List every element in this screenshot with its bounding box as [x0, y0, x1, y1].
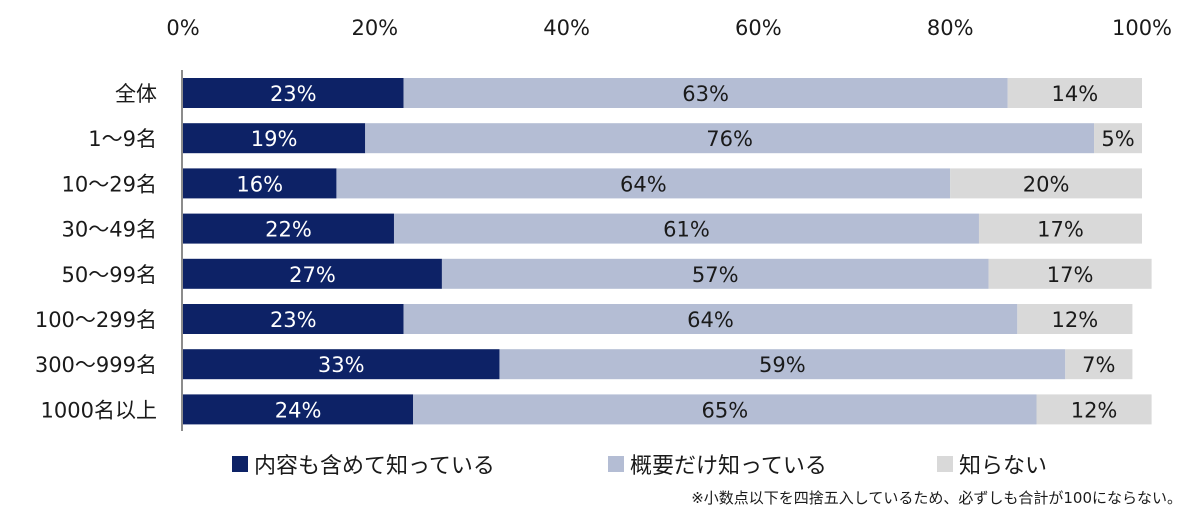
- bar-segment: [950, 168, 1142, 199]
- data-label: 17%: [1037, 218, 1084, 242]
- legend-swatch-know-overview: [608, 456, 624, 472]
- bar-segment: [499, 349, 1066, 380]
- bar-segment: [183, 123, 366, 154]
- bar-segment: [393, 213, 979, 244]
- category-label: 10～29名: [62, 172, 157, 196]
- data-label: 64%: [687, 308, 734, 332]
- footnote: ※小数点以下を四捨五入しているため、必ずしも合計が100にならない。: [691, 489, 1182, 507]
- data-label: 17%: [1047, 263, 1094, 287]
- bar-segment: [183, 213, 394, 244]
- data-label: 7%: [1082, 353, 1115, 377]
- category-label: 全体: [115, 82, 157, 106]
- bar-segment: [183, 258, 442, 289]
- category-label: 1～9名: [88, 127, 157, 151]
- x-tick-label: 60%: [735, 16, 782, 40]
- bar-segment: [1017, 304, 1133, 334]
- data-label: 12%: [1071, 398, 1118, 422]
- bar-segment: [365, 123, 1095, 154]
- category-label: 50～99名: [62, 263, 157, 287]
- bar-segment: [183, 349, 500, 380]
- bar-segment: [403, 304, 1018, 334]
- data-label: 24%: [275, 398, 322, 422]
- data-label: 57%: [692, 263, 739, 287]
- data-label: 12%: [1052, 308, 1099, 332]
- data-label: 16%: [236, 172, 283, 196]
- data-label: 27%: [289, 263, 336, 287]
- data-label: 20%: [1023, 172, 1070, 196]
- bar-segment: [183, 168, 337, 199]
- data-label: 33%: [318, 353, 365, 377]
- data-label: 64%: [620, 172, 667, 196]
- x-tick-label: 80%: [927, 16, 974, 40]
- category-label: 300～999名: [35, 353, 157, 377]
- x-tick-label: 20%: [351, 16, 398, 40]
- legend-item-know-overview: 概要だけ知っている: [608, 448, 827, 480]
- category-label: 30～49名: [62, 218, 157, 242]
- legend-item-dont-know: 知らない: [937, 448, 1047, 480]
- category-label: 1000名以上: [41, 398, 157, 422]
- data-label: 23%: [270, 308, 317, 332]
- bar-segment: [183, 394, 414, 425]
- data-label: 14%: [1052, 82, 1099, 106]
- bar-segment: [183, 304, 404, 334]
- x-tick-label: 100%: [1112, 16, 1172, 40]
- category-label: 100～299名: [35, 308, 157, 332]
- bar-segment: [403, 78, 1008, 108]
- x-tick-label: 0%: [166, 16, 199, 40]
- legend-swatch-know-content: [232, 456, 248, 472]
- data-label: 63%: [682, 82, 729, 106]
- legend-label-know-overview: 概要だけ知っている: [630, 454, 827, 479]
- legend-label-dont-know: 知らない: [959, 454, 1048, 479]
- bar-segment: [978, 213, 1142, 244]
- data-label: 23%: [270, 82, 317, 106]
- legend-label-know-content: 内容も含めて知っている: [254, 454, 495, 479]
- data-label: 76%: [706, 127, 753, 151]
- legend-swatch-dont-know: [937, 456, 953, 472]
- bar-segment: [441, 258, 989, 289]
- data-label: 65%: [701, 398, 748, 422]
- data-label: 22%: [265, 218, 312, 242]
- data-label: 61%: [663, 218, 710, 242]
- data-label: 59%: [759, 353, 806, 377]
- bar-segment: [1094, 123, 1142, 154]
- bar-segment: [988, 258, 1152, 289]
- bar-segment: [336, 168, 951, 199]
- legend-item-know-content: 内容も含めて知っている: [232, 448, 495, 480]
- bar-segment: [183, 78, 404, 108]
- bar-segment: [1007, 78, 1142, 108]
- bar-segment: [1065, 349, 1133, 380]
- x-tick-label: 40%: [543, 16, 590, 40]
- data-label: 19%: [251, 127, 298, 151]
- bar-segment: [413, 394, 1037, 425]
- data-label: 5%: [1101, 127, 1134, 151]
- bar-segment: [1036, 394, 1152, 425]
